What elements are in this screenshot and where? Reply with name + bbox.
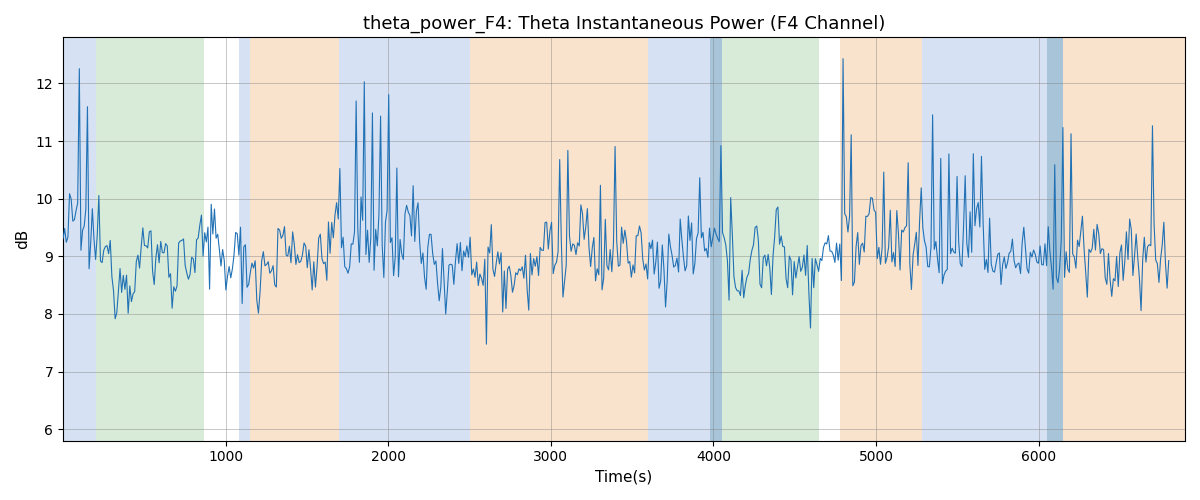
- Bar: [710, 38, 721, 440]
- Bar: [922, 38, 1046, 440]
- Bar: [340, 38, 469, 440]
- X-axis label: Time(s): Time(s): [595, 470, 653, 485]
- Bar: [840, 38, 922, 440]
- Bar: [96, 38, 204, 440]
- Bar: [721, 38, 820, 440]
- Bar: [239, 38, 250, 440]
- Bar: [250, 38, 340, 440]
- Bar: [1063, 38, 1184, 440]
- Bar: [469, 38, 648, 440]
- Bar: [64, 38, 96, 440]
- Bar: [648, 38, 710, 440]
- Y-axis label: dB: dB: [16, 229, 30, 249]
- Bar: [1046, 38, 1063, 440]
- Title: theta_power_F4: Theta Instantaneous Power (F4 Channel): theta_power_F4: Theta Instantaneous Powe…: [362, 15, 886, 34]
